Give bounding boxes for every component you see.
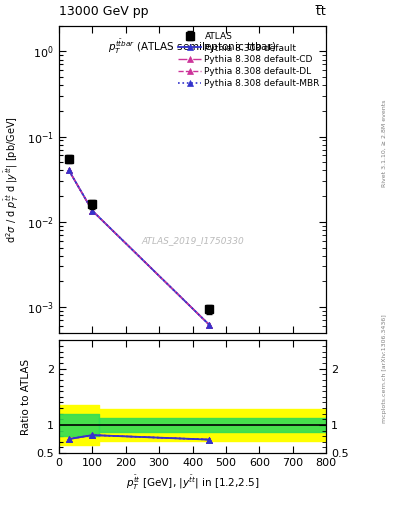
Y-axis label: d$^2\sigma$ / d $p_T^{\bar{t}t}$ d |$y^{\bar{t}t}$| [pb/GeV]: d$^2\sigma$ / d $p_T^{\bar{t}t}$ d |$y^{… [3, 116, 22, 243]
Text: mcplots.cern.ch [arXiv:1306.3436]: mcplots.cern.ch [arXiv:1306.3436] [382, 314, 387, 423]
Y-axis label: Ratio to ATLAS: Ratio to ATLAS [21, 359, 31, 435]
Text: t̅t: t̅t [316, 5, 326, 18]
Text: $p_T^{t\bar{t}bar}$ (ATLAS semileptonic ttbar): $p_T^{t\bar{t}bar}$ (ATLAS semileptonic … [108, 38, 277, 56]
Pythia 8.308 default-DL [66, 167, 72, 174]
X-axis label: $p^{\bar{t}t}_T$ [GeV], |$y^{\bar{t}t}$| in [1.2,2.5]: $p^{\bar{t}t}_T$ [GeV], |$y^{\bar{t}t}$|… [126, 474, 259, 492]
Text: Rivet 3.1.10, ≥ 2.8M events: Rivet 3.1.10, ≥ 2.8M events [382, 100, 387, 187]
Line: Pythia 8.308 default: Pythia 8.308 default [66, 167, 213, 328]
Pythia 8.308 default [207, 322, 212, 328]
Pythia 8.308 default [90, 208, 95, 214]
Line: Pythia 8.308 default-CD: Pythia 8.308 default-CD [66, 167, 212, 328]
Pythia 8.308 default-CD [207, 322, 212, 328]
Pythia 8.308 default-CD [90, 208, 95, 214]
Text: 13000 GeV pp: 13000 GeV pp [59, 5, 149, 18]
Line: Pythia 8.308 default-DL: Pythia 8.308 default-DL [66, 167, 212, 328]
Pythia 8.308 default-MBR [90, 208, 95, 214]
Pythia 8.308 default-CD [66, 167, 72, 174]
Line: Pythia 8.308 default-MBR: Pythia 8.308 default-MBR [66, 167, 212, 328]
Pythia 8.308 default-MBR [66, 167, 72, 174]
Legend: ATLAS, Pythia 8.308 default, Pythia 8.308 default-CD, Pythia 8.308 default-DL, P: ATLAS, Pythia 8.308 default, Pythia 8.30… [176, 30, 322, 90]
Pythia 8.308 default [66, 167, 72, 174]
Pythia 8.308 default-DL [90, 208, 95, 214]
Pythia 8.308 default-MBR [207, 322, 212, 328]
Pythia 8.308 default-DL [207, 322, 212, 328]
Text: ATLAS_2019_I1750330: ATLAS_2019_I1750330 [141, 236, 244, 245]
